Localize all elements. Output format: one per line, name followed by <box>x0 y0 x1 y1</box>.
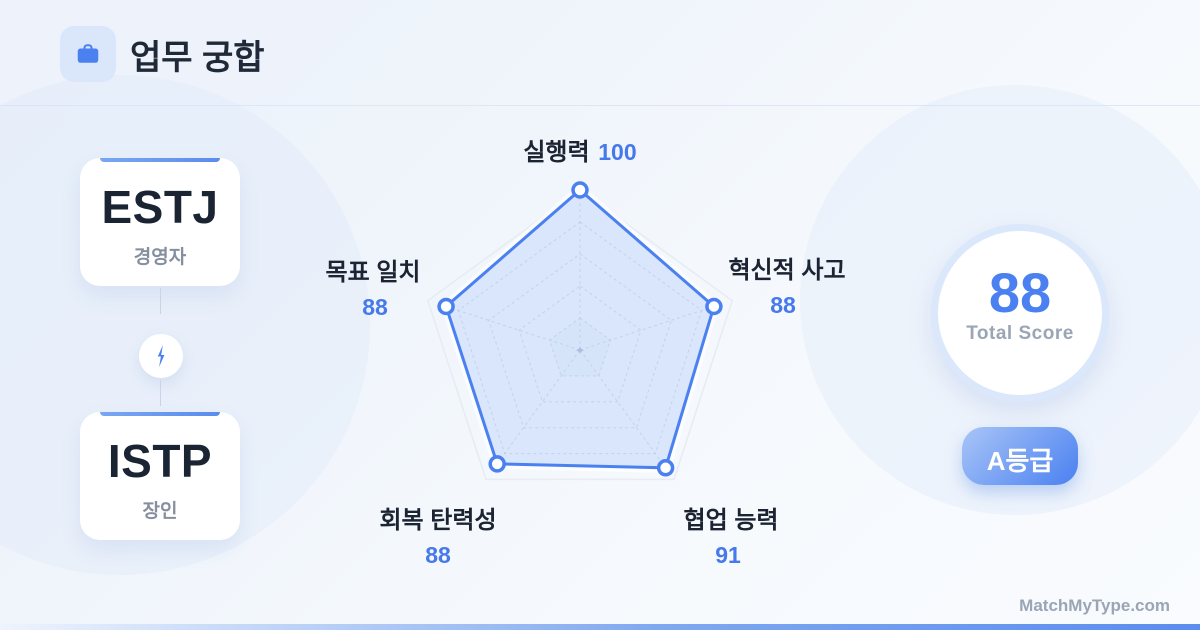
svg-text:혁신적 사고: 혁신적 사고 <box>728 257 845 284</box>
svg-text:88: 88 <box>362 294 388 320</box>
svg-text:목표 일치: 목표 일치 <box>326 259 421 286</box>
svg-text:88: 88 <box>425 542 451 568</box>
svg-text:협업 능력: 협업 능력 <box>684 507 779 534</box>
svg-text:실행력 100: 실행력 100 <box>523 139 636 166</box>
svg-text:91: 91 <box>715 542 741 568</box>
svg-text:88: 88 <box>770 292 796 318</box>
svg-text:회복 탄력성: 회복 탄력성 <box>379 507 496 534</box>
svg-text:✦: ✦ <box>575 343 586 358</box>
